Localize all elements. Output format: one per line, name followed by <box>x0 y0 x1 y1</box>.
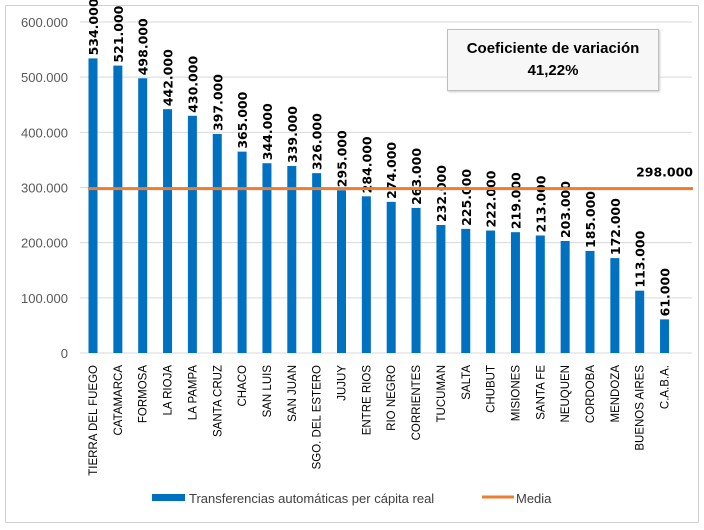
category-label: CHACO <box>237 365 249 407</box>
cv-title: Coeficiente de variación <box>466 40 640 57</box>
category-label: CATAMARCA <box>113 365 125 436</box>
category-label: LA PAMPA <box>187 365 199 421</box>
bar <box>262 163 272 353</box>
bar <box>461 228 471 353</box>
y-tick-label: 400.000 <box>21 125 68 140</box>
data-label: 185.000 <box>583 191 598 248</box>
data-label: 274.000 <box>384 142 399 199</box>
category-label: SALTA <box>461 365 473 400</box>
bar <box>560 241 570 353</box>
data-label: 284.000 <box>359 136 374 193</box>
category-label: CORRIENTES <box>411 365 423 441</box>
data-label: 521.000 <box>111 5 126 62</box>
data-label: 203.000 <box>558 181 573 238</box>
category-label: SAN LUIS <box>262 365 274 418</box>
data-label: 113.000 <box>633 230 648 287</box>
bar <box>510 232 520 353</box>
y-tick-label: 300.000 <box>21 181 68 196</box>
bar <box>187 115 197 354</box>
y-tick-label: 500.000 <box>21 70 68 85</box>
legend-swatch-transferencias <box>152 494 185 501</box>
data-label: 442.000 <box>161 49 176 106</box>
data-label: 498.000 <box>136 18 151 75</box>
bar <box>287 165 297 353</box>
y-tick-label: 0 <box>61 346 68 361</box>
category-label: MENDOZA <box>610 365 622 423</box>
cv-value: 41,22% <box>527 62 579 79</box>
category-label: CHUBUT <box>486 365 498 413</box>
data-label: 222.000 <box>484 170 499 227</box>
coefficient-of-variation-box: Coeficiente de variación 41,22% <box>447 29 659 91</box>
category-label: MISIONES <box>510 365 522 422</box>
bar <box>361 196 371 353</box>
data-label: 430.000 <box>185 56 200 113</box>
category-label: NEUQUEN <box>560 365 572 423</box>
y-tick-label: 200.000 <box>21 236 68 251</box>
data-label: 172.000 <box>608 198 623 255</box>
bar <box>113 65 123 353</box>
bar <box>660 319 670 353</box>
category-label: TUCUMAN <box>436 365 448 423</box>
category-label: C.A.B.A. <box>660 365 672 409</box>
bar <box>237 151 247 353</box>
legend-label-media: Media <box>516 491 552 506</box>
category-label: SANTA FE <box>535 365 547 420</box>
bar <box>163 109 173 353</box>
data-label: 263.000 <box>409 148 424 205</box>
data-label: 344.000 <box>260 103 275 160</box>
bar <box>585 250 595 353</box>
category-label: RIO NEGRO <box>386 365 398 431</box>
category-label: SGO. DEL ESTERO <box>312 365 324 469</box>
category-label: JUJUY <box>337 365 349 401</box>
category-label: FORMOSA <box>138 365 150 423</box>
bar <box>138 78 148 354</box>
data-label: 232.000 <box>434 165 449 222</box>
category-label: CORDOBA <box>585 365 597 423</box>
category-label: ENTRE RIOS <box>361 365 373 436</box>
bar <box>610 258 620 353</box>
bar <box>337 190 346 353</box>
data-label: 339.000 <box>285 106 300 163</box>
legend-label-transferencias: Transferencias automáticas per cápita re… <box>189 491 434 506</box>
bar <box>212 133 222 353</box>
bar <box>436 225 446 353</box>
data-label: 225.000 <box>459 169 474 226</box>
category-label: LA RIOJA <box>163 365 175 416</box>
data-label: 365.000 <box>235 91 250 148</box>
data-label: 213.000 <box>533 175 548 232</box>
category-label: SAN JUAN <box>287 365 299 422</box>
media-label: 298.000 <box>636 165 693 180</box>
data-label: 397.000 <box>210 74 225 131</box>
category-label: BUENOS AIRES <box>635 365 647 451</box>
data-label: 534.000 <box>86 0 101 55</box>
bar <box>411 207 421 353</box>
bar <box>635 290 645 353</box>
category-label: TIERRA DEL FUEGO <box>88 365 100 476</box>
y-tick-label: 600.000 <box>21 15 68 30</box>
category-label: SANTA CRUZ <box>212 365 224 437</box>
data-label: 219.000 <box>508 172 523 229</box>
bar <box>88 58 98 353</box>
data-label: 326.000 <box>310 113 325 170</box>
bar <box>486 230 496 353</box>
y-tick-label: 100.000 <box>21 291 68 306</box>
bar <box>535 235 545 353</box>
data-label: 295.000 <box>335 130 350 187</box>
data-label: 61.000 <box>658 268 673 317</box>
bar <box>386 201 396 353</box>
bar <box>312 173 322 353</box>
